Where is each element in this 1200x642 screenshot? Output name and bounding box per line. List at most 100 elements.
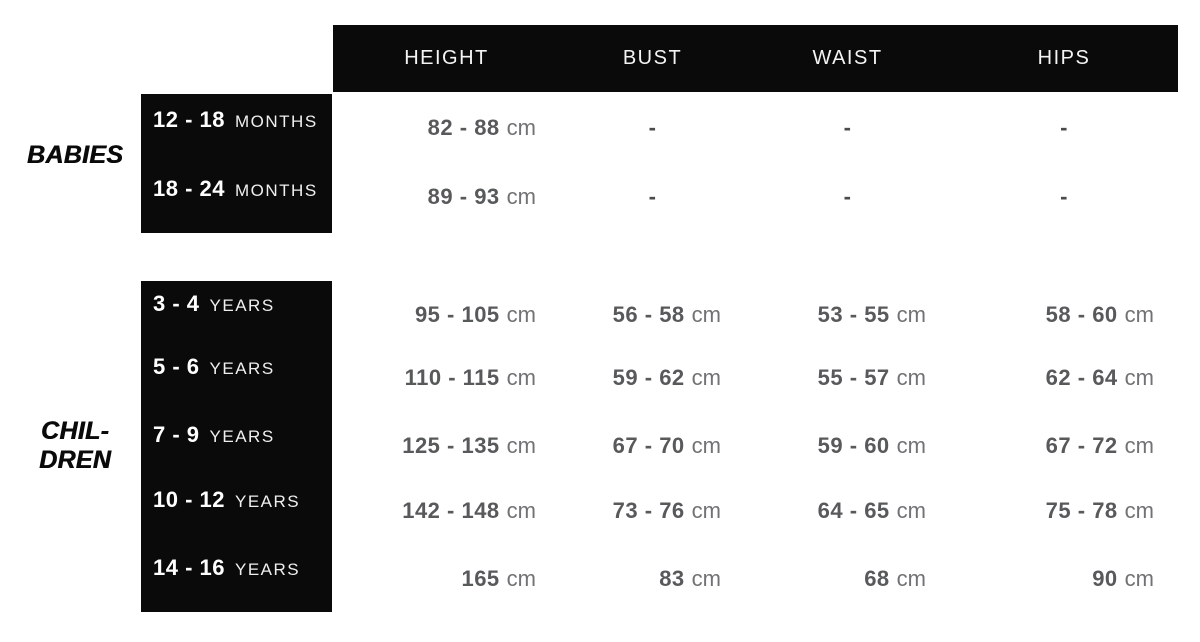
age-unit: MONTHS — [235, 180, 318, 200]
cell-unit: cm — [896, 365, 926, 390]
cell-value: 82 - 88 — [427, 115, 500, 140]
group-label-babies: BABIES — [0, 141, 150, 170]
cell-unit: cm — [1124, 433, 1154, 458]
group-label-line: DREN — [38, 446, 112, 474]
cell-value: 55 - 57 — [817, 365, 890, 390]
age-row-label: 18 - 24 MONTHS — [141, 176, 332, 202]
table-cell-bust: 67 - 70 cm — [560, 433, 745, 459]
table-cell-hips: 62 - 64 cm — [950, 365, 1178, 391]
table-cell-hips: 58 - 60 cm — [950, 302, 1178, 328]
age-row-label: 12 - 18 MONTHS — [141, 107, 332, 133]
cell-value: 53 - 55 — [817, 302, 890, 327]
table-cell-bust: 56 - 58 cm — [560, 302, 745, 328]
cell-unit: cm — [1124, 566, 1154, 591]
table-cell-height: 125 - 135 cm — [333, 433, 560, 459]
cell-unit: cm — [896, 302, 926, 327]
table-cell-bust: 73 - 76 cm — [560, 498, 745, 524]
cell-unit: cm — [506, 365, 536, 390]
cell-unit: cm — [506, 433, 536, 458]
table-cell-height: 142 - 148 cm — [333, 498, 560, 524]
age-range: 10 - 12 — [153, 487, 225, 512]
table-cell-waist: 64 - 65 cm — [745, 498, 950, 524]
cell-value: 62 - 64 — [1045, 365, 1118, 390]
data-grid-children: 95 - 105 cm 56 - 58 cm 53 - 55 cm 58 - 60 cm… — [333, 281, 1178, 612]
age-unit: YEARS — [209, 427, 275, 446]
age-row-label: 3 - 4 YEARS — [141, 291, 332, 317]
column-header-hips: HIPS — [1037, 47, 1091, 69]
cell-value: 58 - 60 — [1045, 302, 1118, 327]
cell-value: 56 - 58 — [612, 302, 685, 327]
table-cell-bust: - — [560, 184, 745, 210]
table-cell-waist: 68 cm — [745, 566, 950, 592]
cell-value: 59 - 60 — [817, 433, 890, 458]
age-range: 14 - 16 — [153, 555, 225, 580]
cell-value: 64 - 65 — [817, 498, 890, 523]
column-header-bust: BUST — [622, 47, 683, 69]
cell-unit: cm — [506, 302, 536, 327]
cell-value: 95 - 105 — [414, 302, 500, 327]
cell-value: 125 - 135 — [402, 433, 500, 458]
table-cell-height: 165 cm — [333, 566, 560, 592]
cell-value: 73 - 76 — [612, 498, 685, 523]
age-unit: YEARS — [209, 296, 275, 315]
cell-value: - — [843, 115, 852, 140]
age-unit: YEARS — [235, 560, 301, 579]
age-unit: MONTHS — [235, 112, 318, 131]
cell-unit: cm — [1124, 498, 1154, 523]
age-range: 12 - 18 — [153, 107, 225, 132]
age-unit: YEARS — [209, 359, 275, 378]
cell-value: - — [1060, 115, 1068, 140]
table-cell-height: 110 - 115 cm — [333, 365, 560, 391]
group-label-line: BABIES — [26, 141, 124, 169]
cell-value: 165 — [461, 566, 500, 591]
table-cell-hips: - — [950, 115, 1178, 141]
column-header-waist: WAIST — [812, 47, 883, 69]
cell-unit: cm — [896, 566, 926, 591]
age-row-label: 10 - 12 YEARS — [141, 487, 332, 513]
table-cell-hips: 67 - 72 cm — [950, 433, 1178, 459]
table-cell-height: 95 - 105 cm — [333, 302, 560, 328]
cell-unit: cm — [691, 365, 721, 390]
table-cell-bust: 83 cm — [560, 566, 745, 592]
age-range: 5 - 6 — [153, 354, 200, 379]
cell-unit: cm — [896, 433, 926, 458]
age-row-label: 7 - 9 YEARS — [141, 422, 332, 448]
cell-unit: cm — [506, 183, 536, 209]
cell-unit: cm — [691, 302, 721, 327]
table-cell-waist: 59 - 60 cm — [745, 433, 950, 459]
table-cell-bust: 59 - 62 cm — [560, 365, 745, 391]
age-row-label: 5 - 6 YEARS — [141, 354, 332, 380]
cell-value: 83 — [659, 566, 685, 591]
cell-unit: cm — [1124, 302, 1154, 327]
cell-value: 142 - 148 — [402, 498, 500, 523]
age-range: 18 - 24 — [153, 175, 225, 201]
table-cell-waist: - — [745, 115, 950, 141]
cell-value: 110 - 115 — [404, 365, 500, 390]
group-label-line: CHIL- — [40, 417, 110, 445]
cell-unit: cm — [1124, 365, 1154, 390]
table-cell-bust: - — [560, 115, 745, 141]
table-cell-waist: 55 - 57 cm — [745, 365, 950, 391]
cell-unit: cm — [691, 566, 721, 591]
age-range: 7 - 9 — [153, 422, 200, 447]
cell-unit: cm — [691, 498, 721, 523]
cell-value: 90 — [1092, 566, 1118, 591]
cell-unit: cm — [896, 498, 926, 523]
cell-value: - — [648, 115, 657, 140]
age-row-label: 14 - 16 YEARS — [141, 555, 332, 581]
cell-value: 59 - 62 — [612, 365, 685, 390]
table-cell-hips: 90 cm — [950, 566, 1178, 592]
age-unit: YEARS — [235, 492, 301, 511]
table-cell-height: 89 - 93 cm — [333, 184, 560, 210]
cell-unit: cm — [506, 566, 536, 591]
column-header-bar: HEIGHT BUST WAIST HIPS — [333, 25, 1178, 92]
age-range: 3 - 4 — [153, 291, 200, 316]
table-cell-waist: 53 - 55 cm — [745, 302, 950, 328]
age-box-babies: 12 - 18 MONTHS 18 - 24 MONTHS — [141, 94, 332, 233]
cell-value: - — [843, 183, 852, 209]
table-cell-hips: - — [950, 184, 1178, 210]
cell-unit: cm — [506, 115, 536, 140]
cell-value: 68 — [864, 566, 890, 591]
cell-unit: cm — [506, 498, 536, 523]
age-box-children: 3 - 4 YEARS 5 - 6 YEARS 7 - 9 YEARS 10 -… — [141, 281, 332, 612]
